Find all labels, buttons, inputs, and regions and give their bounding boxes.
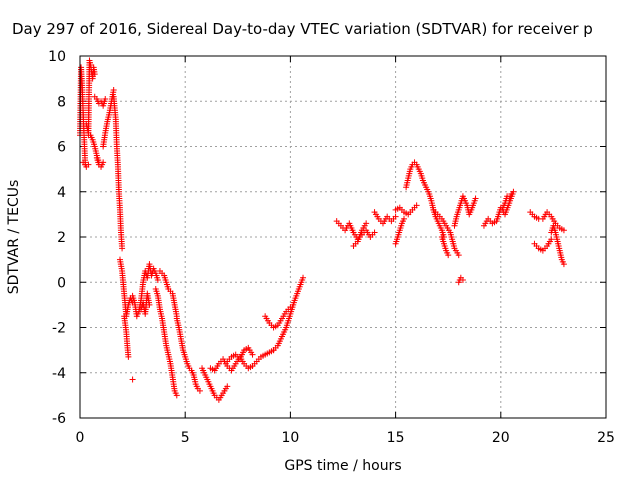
x-tick-label: 5: [181, 430, 190, 446]
data-point: [560, 261, 567, 268]
data-point: [100, 159, 107, 166]
data-point: [300, 274, 307, 281]
data-point: [363, 220, 370, 227]
data-point: [224, 383, 231, 390]
data-point: [146, 301, 153, 308]
data-point: [119, 245, 126, 252]
data-point: [154, 276, 161, 283]
x-tick-label: 0: [76, 430, 85, 446]
data-point: [459, 276, 466, 283]
data-point: [110, 86, 117, 93]
data-point: [445, 252, 452, 259]
y-tick-label: 0: [57, 275, 66, 291]
data-point: [173, 392, 180, 399]
y-tick-label: 8: [57, 94, 66, 110]
y-tick-label: 6: [57, 140, 66, 156]
y-tick-label: -2: [52, 321, 66, 337]
y-tick-label: 4: [57, 185, 66, 201]
data-point: [560, 227, 567, 234]
y-axis-label: SDTVAR / TECUs: [6, 180, 22, 295]
x-axis-label: GPS time / hours: [284, 458, 401, 474]
y-tick-label: -6: [52, 411, 66, 427]
data-point: [392, 213, 399, 220]
data-point: [125, 353, 132, 360]
y-tick-labels: -6 -4 -2 0 2 4 6 8 10: [48, 49, 66, 427]
axis-ticks: [79, 55, 607, 419]
data-point: [129, 376, 136, 383]
grid: [80, 56, 606, 418]
data-point: [472, 195, 479, 202]
y-tick-label: -4: [52, 366, 66, 382]
x-tick-labels: 0 5 10 15 20 25: [76, 430, 615, 446]
data-point: [85, 161, 92, 168]
y-tick-label: 2: [57, 230, 66, 246]
data-point: [548, 236, 555, 243]
data-point: [196, 387, 203, 394]
data-point: [371, 229, 378, 236]
x-tick-label: 20: [492, 430, 510, 446]
data-point: [249, 351, 256, 358]
data-point: [91, 71, 98, 78]
data-point: [508, 191, 515, 198]
data-points: [77, 57, 567, 403]
data-point: [455, 252, 462, 259]
data-point: [413, 202, 420, 209]
x-tick-label: 15: [387, 430, 405, 446]
x-tick-label: 25: [597, 430, 615, 446]
data-point: [401, 215, 408, 222]
x-tick-label: 10: [281, 430, 299, 446]
data-point: [102, 95, 109, 102]
chart-title: Day 297 of 2016, Sidereal Day-to-day VTE…: [12, 20, 593, 38]
y-tick-label: 10: [48, 49, 66, 65]
plot-frame: [79, 55, 607, 419]
